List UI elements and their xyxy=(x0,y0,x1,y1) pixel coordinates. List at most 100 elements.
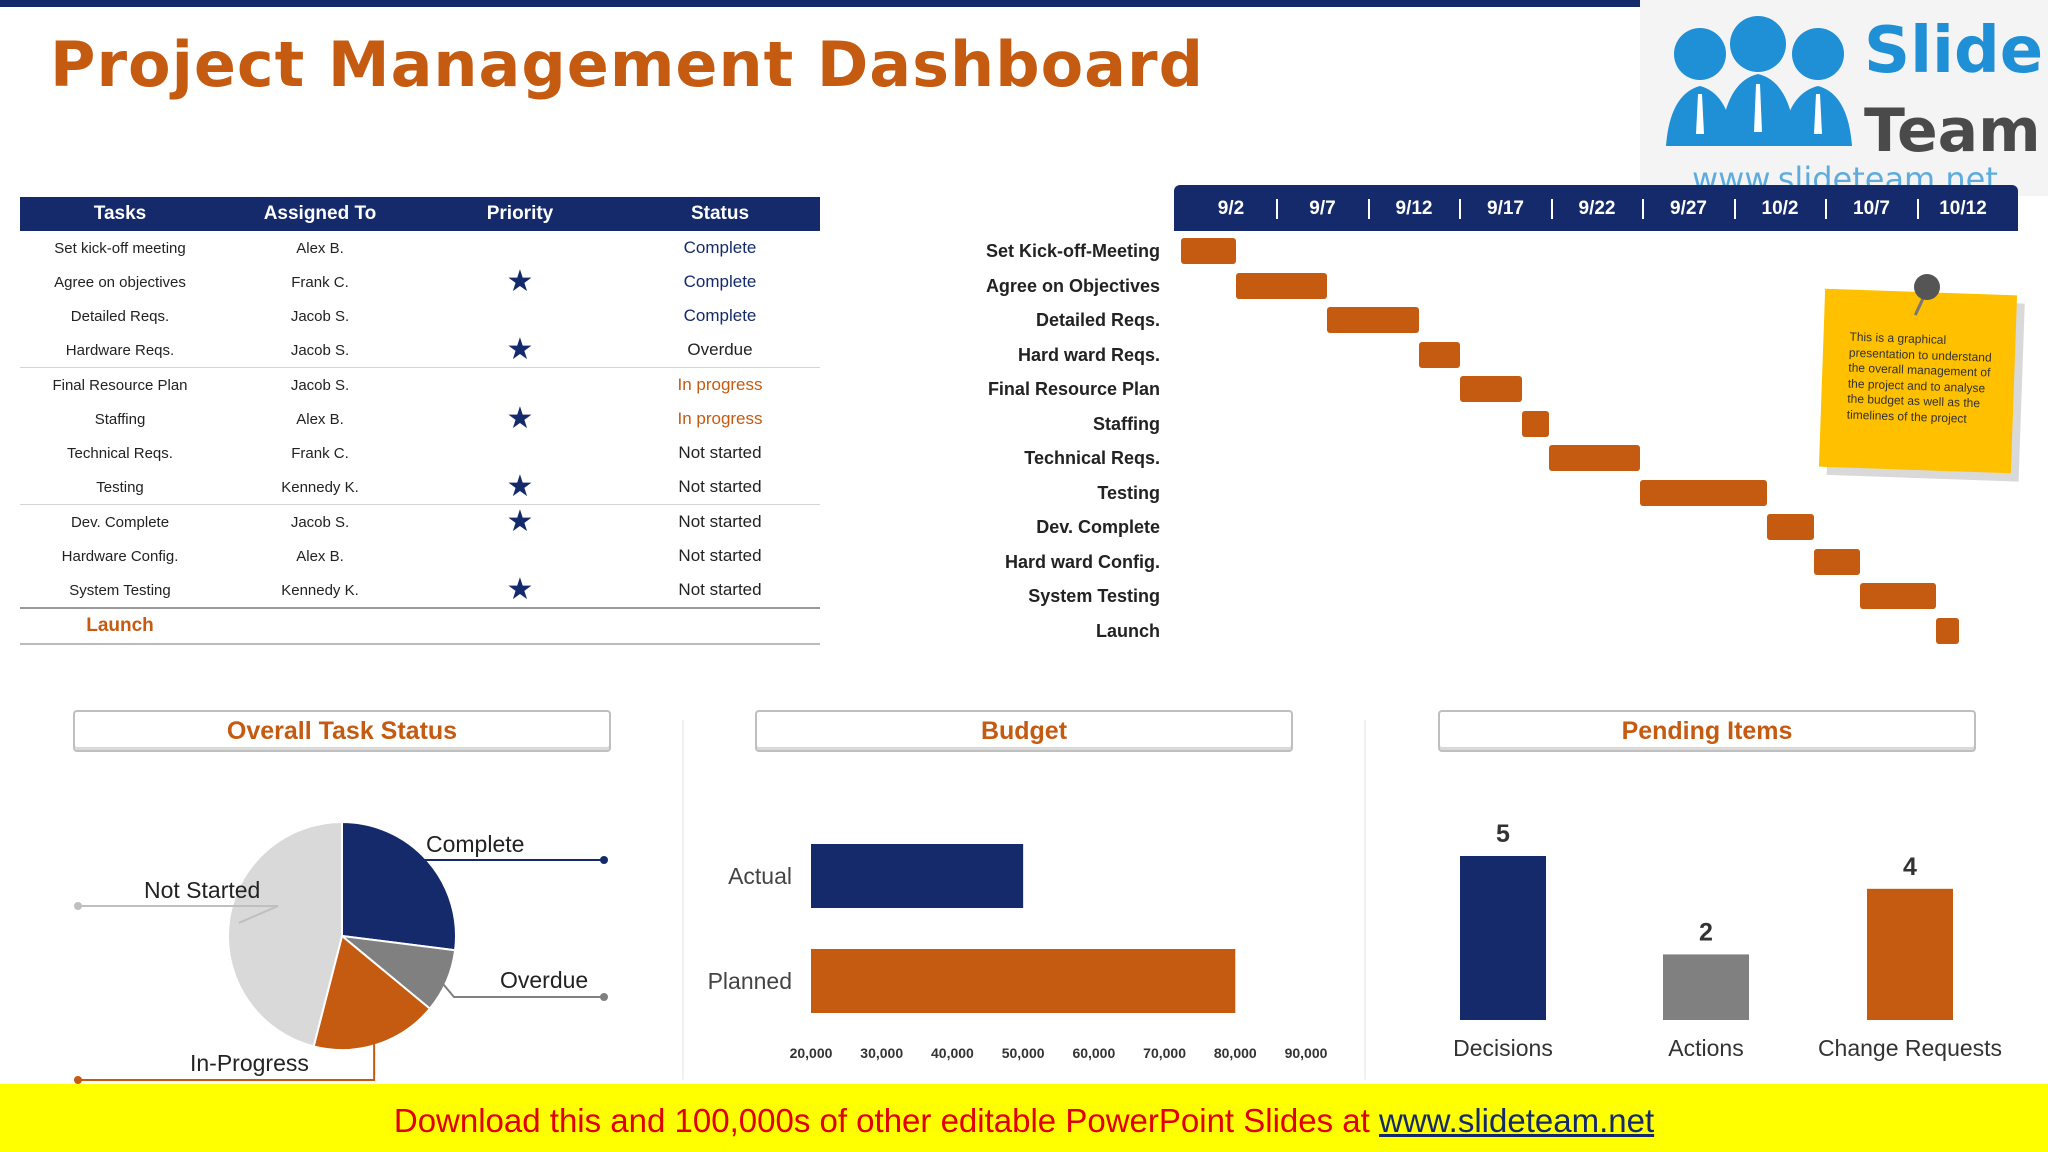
footer-text: Download this and 100,000s of other edit… xyxy=(394,1102,1654,1140)
top-accent-bar xyxy=(0,0,1640,7)
gantt-bar xyxy=(1548,445,1641,471)
gantt-date-divider xyxy=(1367,199,1370,219)
task-table: Tasks Assigned To Priority Status Set ki… xyxy=(20,197,820,645)
gantt-task-label: Launch xyxy=(1095,620,1160,641)
pending-value-label: 5 xyxy=(1496,820,1510,848)
sticky-note: This is a graphical presentation to unde… xyxy=(1818,288,2018,474)
status-value: Not started xyxy=(678,580,762,599)
priority-cell: ★ xyxy=(420,575,620,605)
gantt-date-divider xyxy=(1550,199,1553,219)
pending-value-label: 2 xyxy=(1699,918,1713,946)
task-table-header: Tasks Assigned To Priority Status xyxy=(20,197,820,231)
gantt-bar xyxy=(1327,307,1419,333)
footer-banner: Download this and 100,000s of other edit… xyxy=(0,1084,2048,1152)
star-icon: ★ xyxy=(506,333,534,366)
status-value: In progress xyxy=(677,409,763,428)
launch-label: Launch xyxy=(86,615,154,636)
priority-cell: ★ xyxy=(420,404,620,434)
table-row: Hardware Reqs. Jacob S. ★ Overdue xyxy=(20,333,820,368)
task-rows: Set kick-off meeting Alex B. Complete Agree… xyxy=(20,231,820,607)
leader-dot xyxy=(74,902,82,910)
budget-bar xyxy=(811,949,1236,1013)
gantt-bar xyxy=(1460,376,1523,402)
pie-slice xyxy=(227,820,343,1048)
assigned-to: Jacob S. xyxy=(290,376,350,394)
pie-label: In-Progress xyxy=(190,1050,309,1076)
launch-row: Launch xyxy=(20,607,820,645)
gantt-task-label: Detailed Reqs. xyxy=(1035,310,1160,330)
gantt-task-label: Hard ward Reqs. xyxy=(1017,344,1160,365)
header-assigned-to: Assigned To xyxy=(263,203,377,224)
status-value: Not started xyxy=(678,477,762,496)
header-status: Status xyxy=(690,203,750,224)
gantt-task-label: Technical Reqs. xyxy=(1024,448,1160,468)
budget-tick-label: 60,000 xyxy=(1072,1045,1115,1061)
budget-bar-chart: Actual Planned 20,000 30,000 40,000 50,000 60,… xyxy=(708,844,1328,1061)
task-name: Hardware Config. xyxy=(61,547,179,565)
pending-category-label: Decisions xyxy=(1453,1035,1553,1061)
header-priority: Priority xyxy=(486,203,554,224)
star-icon: ★ xyxy=(506,505,534,538)
pie-label: Complete xyxy=(426,831,524,857)
gantt-date-divider xyxy=(1642,199,1644,219)
assigned-to: Alex B. xyxy=(296,547,344,565)
gantt-task-label: Hard ward Config. xyxy=(1004,551,1160,572)
status-value: Complete xyxy=(683,306,757,325)
budget-tick-label: 80,000 xyxy=(1214,1045,1257,1061)
star-icon: ★ xyxy=(506,470,534,503)
gantt-date-divider xyxy=(1733,199,1736,219)
push-pin-icon xyxy=(1914,274,1940,300)
gantt-date-label: 9/7 xyxy=(1309,198,1336,219)
panel-divider xyxy=(682,720,684,1080)
assigned-to: Frank C. xyxy=(291,444,349,462)
priority-cell: ★ xyxy=(420,267,620,297)
budget-tick-label: 70,000 xyxy=(1143,1045,1186,1061)
pending-category-label: Actions xyxy=(1668,1035,1743,1061)
sticky-note-text: This is a graphical presentation to unde… xyxy=(1846,329,1992,426)
gantt-date-label: 10/12 xyxy=(1939,198,1987,219)
budget-tick-label: 50,000 xyxy=(1002,1045,1045,1061)
pie-leader-line xyxy=(78,1034,376,1081)
gantt-date-divider xyxy=(1916,199,1919,219)
task-name: Testing xyxy=(96,478,144,496)
pie-slice xyxy=(312,934,432,1051)
gantt-task-label: Testing xyxy=(1097,482,1160,503)
star-icon: ★ xyxy=(506,265,534,298)
task-name: Detailed Reqs. xyxy=(70,307,170,325)
task-name: Staffing xyxy=(94,410,146,428)
budget-category-label: Actual xyxy=(728,863,792,889)
slideteam-logo: Slide Team www.slideteam.net xyxy=(1640,0,2048,200)
gantt-date-label: 9/27 xyxy=(1670,198,1707,219)
task-name: Agree on objectives xyxy=(54,273,186,291)
assigned-to: Kennedy K. xyxy=(281,478,359,496)
task-status-pie: Complete Overdue In-Progress Not Started xyxy=(74,820,608,1084)
gantt-task-label: Final Resource Plan xyxy=(987,379,1160,399)
pending-bar xyxy=(1663,954,1749,1020)
task-name: Technical Reqs. xyxy=(67,444,173,462)
leader-dot xyxy=(74,1076,82,1084)
table-row: Set kick-off meeting Alex B. Complete xyxy=(20,231,820,265)
priority-cell: ★ xyxy=(420,507,620,537)
gantt-chart: 9/2 9/7 9/12 9/17 9/22 9/27 10/2 10/7 10/12 Set … xyxy=(930,185,2048,655)
gantt-bar xyxy=(1814,548,1860,575)
leader-dot xyxy=(600,856,608,864)
status-value: Not started xyxy=(678,443,762,462)
budget-bar xyxy=(811,844,1024,908)
table-row: Agree on objectives Frank C. ★ Complete xyxy=(20,265,820,299)
gantt-date-label: 10/2 xyxy=(1761,198,1799,219)
pie-leader-line xyxy=(436,976,604,998)
leader-dot xyxy=(600,993,608,1001)
page-title: Project Management Dashboard xyxy=(50,28,1204,101)
star-icon: ★ xyxy=(506,402,534,435)
logo-word-team: Team xyxy=(1864,96,2041,166)
status-value: Complete xyxy=(683,238,757,257)
gantt-task-label: Agree on Objectives xyxy=(985,275,1160,296)
priority-cell: ★ xyxy=(420,472,620,502)
table-row: System Testing Kennedy K. ★ Not started xyxy=(20,573,820,607)
gantt-date-label: 9/17 xyxy=(1487,198,1524,219)
gantt-date-divider xyxy=(1459,199,1461,219)
priority-cell: ★ xyxy=(420,335,620,365)
assigned-to: Jacob S. xyxy=(290,307,350,325)
footer-link[interactable]: www.slideteam.net xyxy=(1379,1102,1655,1139)
gantt-bar xyxy=(1235,272,1328,299)
